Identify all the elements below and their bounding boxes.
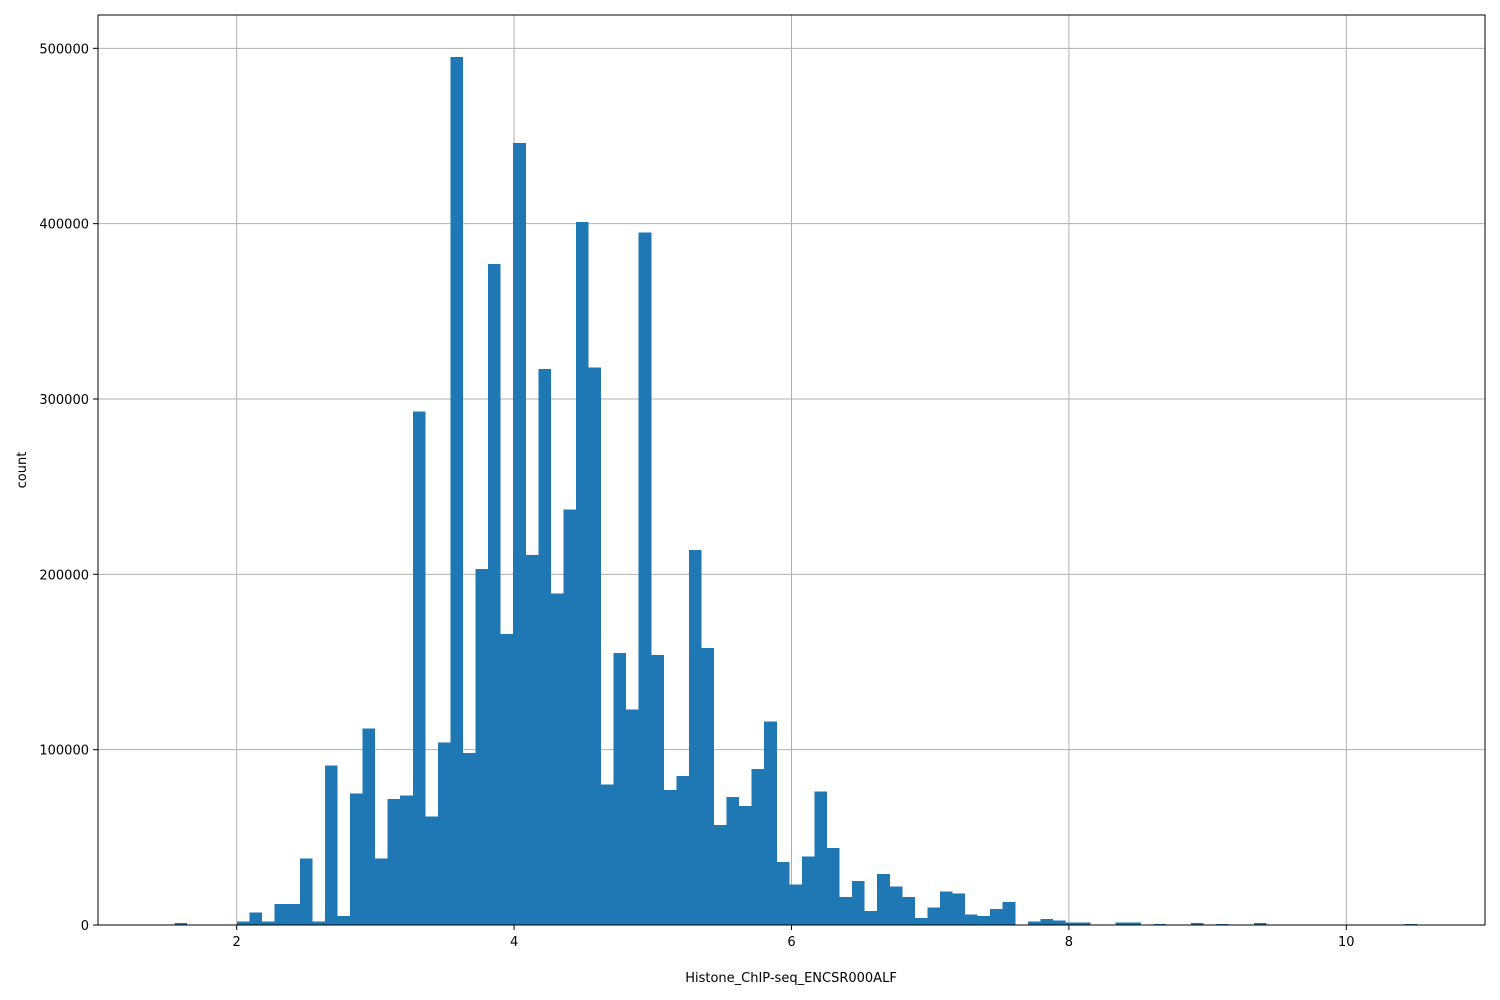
histogram-bar [601,784,614,925]
histogram-bar [425,816,438,925]
histogram-bar [764,721,777,925]
histogram-bar [701,647,715,925]
histogram-bar [663,789,677,925]
histogram-bar [237,921,250,925]
histogram-bar [400,795,413,925]
histogram-bar [412,411,426,925]
x-tick-label: 6 [787,935,795,950]
histogram-bar [613,653,627,925]
histogram-bar [1002,902,1016,925]
histogram-bar [638,232,652,926]
histogram-bar [839,896,853,925]
histogram-bar [387,798,401,925]
x-tick-label: 10 [1338,935,1355,950]
histogram-bar [488,263,501,926]
histogram-bar [852,881,865,925]
x-tick-label: 4 [510,935,518,950]
x-axis-label: Histone_ChIP-seq_ENCSR000ALF [685,971,897,986]
histogram-bar [525,555,539,925]
histogram-bar [500,633,514,925]
histogram-bar [1115,922,1129,925]
histogram-bar [274,903,288,925]
histogram-bar [550,593,564,925]
histogram-bar [776,861,790,925]
histogram-bar [801,856,815,925]
histogram-bar [902,896,915,925]
histogram-bar [337,916,351,925]
histogram-bar [1191,923,1204,925]
histogram-bar [751,768,765,925]
histogram-bar [312,921,325,925]
y-tick-label: 100000 [39,744,89,759]
histogram-bar [462,753,476,925]
histogram-bar [287,903,300,925]
y-tick-label: 500000 [39,42,89,57]
histogram-bar [726,797,740,925]
y-axis-label: count [15,452,30,489]
histogram-bar [827,847,840,925]
histogram-bar [350,793,363,925]
histogram-bar [1040,918,1053,925]
histogram-bar [626,709,639,925]
histogram-bar [1065,922,1079,925]
histogram-bar [563,509,576,925]
histogram-bar [450,57,463,925]
histogram-bar [437,742,451,925]
y-tick-label: 400000 [39,218,89,233]
histogram-bar [714,825,727,925]
histogram-bar [174,923,187,925]
histogram-bar [1052,920,1066,925]
histogram-bar [1253,923,1267,925]
histogram-bar [739,805,752,925]
y-tick-label: 0 [81,919,89,934]
histogram-bar [927,907,940,925]
histogram-bar [538,369,551,925]
histogram-bar [965,914,978,925]
histogram-bar [864,910,878,925]
histogram-bar [362,728,376,925]
histogram-bar [877,874,890,925]
histogram-bar [588,367,602,925]
histogram-bar [914,917,928,925]
histogram-bar [513,142,526,925]
histogram-bars [174,57,1417,926]
histogram-bar [375,858,388,925]
y-axis-ticks: 0 100000 200000 300000 400000 500000 [39,42,98,934]
histogram-bar [651,654,664,925]
histogram-bar [990,909,1003,925]
x-tick-label: 8 [1065,935,1073,950]
y-tick-label: 300000 [39,393,89,408]
histogram-bar [889,886,903,925]
histogram-bar [1078,922,1091,925]
histogram-bar [475,569,489,925]
histogram-bar [1027,921,1041,925]
histogram-bar [676,775,689,925]
histogram-bar [977,916,991,925]
histogram-bar [299,858,313,925]
y-tick-label: 200000 [39,568,89,583]
histogram-bar [952,893,966,925]
histogram-bar [262,921,275,925]
x-tick-label: 2 [233,935,241,950]
histogram-bar [1128,922,1141,925]
histogram-bar [688,549,702,925]
histogram-bar [814,791,828,925]
histogram-bar [939,891,953,925]
histogram-bar [249,912,263,925]
x-axis-ticks: 2 4 6 8 10 [233,925,1355,950]
histogram-bar [575,221,589,925]
histogram-bar [324,765,338,925]
histogram-bar [789,884,802,925]
